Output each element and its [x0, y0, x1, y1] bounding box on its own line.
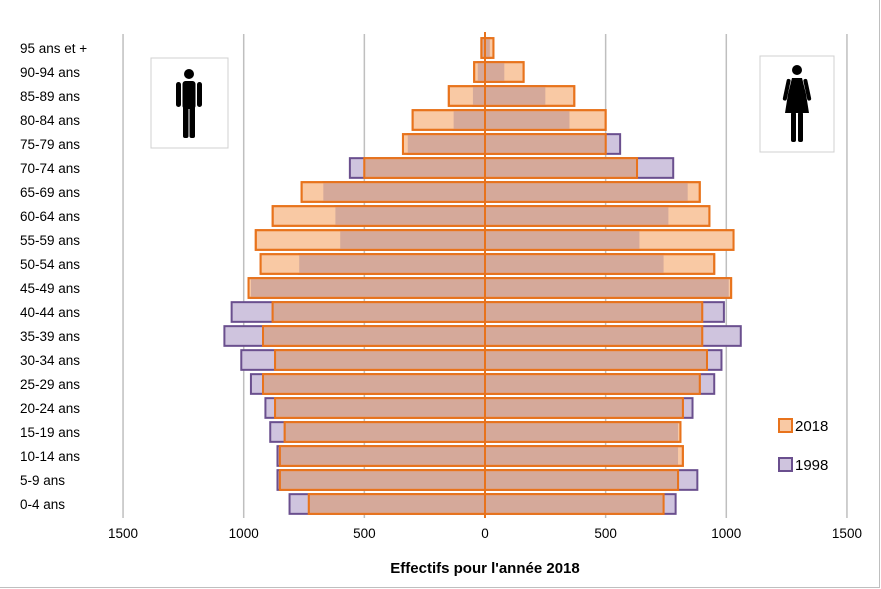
overlap-women-18: [486, 471, 679, 489]
woman-icon: [782, 65, 812, 142]
overlap-women-2: [486, 87, 546, 105]
x-tick-labels: 1500 1000 500 0 500 1000 1500: [108, 526, 862, 541]
overlap-men-3: [453, 111, 484, 129]
x-tick-label: 500: [594, 526, 617, 541]
overlap-women-11: [486, 303, 703, 321]
overlap-women-3: [486, 111, 570, 129]
category-label: 20-24 ans: [20, 401, 80, 416]
overlap-men-17: [279, 447, 484, 465]
overlap-men-0: [482, 39, 484, 57]
overlap-men-6: [323, 183, 484, 201]
overlap-men-14: [263, 375, 484, 393]
category-label: 90-94 ans: [20, 65, 80, 80]
overlap-women-12: [486, 327, 703, 345]
x-tick-label: 1500: [108, 526, 138, 541]
x-axis-title: Effectifs pour l'année 2018: [390, 560, 579, 577]
legend-swatch-1998: [778, 457, 793, 472]
category-label: 45-49 ans: [20, 281, 80, 296]
category-label: 75-79 ans: [20, 137, 80, 152]
overlap-men-16: [284, 423, 484, 441]
overlap-women-1: [486, 63, 505, 81]
x-tick-label: 1000: [711, 526, 741, 541]
x-tick-label: 1000: [229, 526, 259, 541]
category-label: 25-29 ans: [20, 377, 80, 392]
category-label: 55-59 ans: [20, 233, 80, 248]
woman-icon-box: [759, 55, 835, 153]
overlap-women-15: [486, 399, 683, 417]
category-label: 5-9 ans: [20, 473, 65, 488]
category-label: 50-54 ans: [20, 257, 80, 272]
category-label: 40-44 ans: [20, 305, 80, 320]
category-label: 65-69 ans: [20, 185, 80, 200]
overlap-men-15: [275, 399, 484, 417]
overlap-women-6: [486, 183, 688, 201]
overlap-men-8: [340, 231, 484, 249]
legend-label-1998: 1998: [795, 457, 828, 474]
category-label: 0-4 ans: [20, 497, 65, 512]
x-tick-label: 500: [353, 526, 376, 541]
overlap-women-4: [486, 135, 606, 153]
category-label: 95 ans et +: [20, 41, 87, 56]
overlap-men-4: [407, 135, 484, 153]
man-icon: [176, 69, 202, 138]
overlap-men-11: [272, 303, 484, 321]
overlap-men-18: [279, 471, 484, 489]
x-tick-label: 0: [481, 526, 489, 541]
overlap-men-13: [275, 351, 484, 369]
overlap-men-1: [477, 63, 484, 81]
overlap-men-7: [335, 207, 484, 225]
overlap-women-5: [486, 159, 638, 177]
overlap-men-5: [364, 159, 484, 177]
overlap-women-9: [486, 255, 664, 273]
bars: [223, 32, 742, 518]
overlap-men-9: [299, 255, 484, 273]
category-label: 15-19 ans: [20, 425, 80, 440]
x-tick-label: 1500: [832, 526, 862, 541]
category-label: 60-64 ans: [20, 209, 80, 224]
overlap-women-17: [486, 447, 679, 465]
overlap-men-19: [308, 495, 484, 513]
overlap-women-16: [486, 423, 679, 441]
overlap-women-7: [486, 207, 669, 225]
overlap-women-10: [486, 279, 729, 297]
overlap-men-10: [250, 279, 484, 297]
category-label: 85-89 ans: [20, 89, 80, 104]
category-label: 70-74 ans: [20, 161, 80, 176]
overlap-women-19: [486, 495, 664, 513]
category-label: 80-84 ans: [20, 113, 80, 128]
overlap-women-14: [486, 375, 700, 393]
category-label: 10-14 ans: [20, 449, 80, 464]
category-labels: 95 ans et + 90-94 ans 85-89 ans 80-84 ans 75…: [20, 41, 87, 512]
overlap-men-2: [472, 87, 484, 105]
legend-swatch-2018: [778, 418, 793, 433]
overlap-women-13: [486, 351, 707, 369]
overlap-women-0: [486, 39, 490, 57]
legend: 2018 1998: [778, 418, 828, 474]
overlap-women-8: [486, 231, 640, 249]
legend-label-2018: 2018: [795, 418, 828, 435]
man-icon-box: [150, 57, 229, 149]
category-label: 30-34 ans: [20, 353, 80, 368]
category-label: 35-39 ans: [20, 329, 80, 344]
overlap-men-12: [263, 327, 484, 345]
